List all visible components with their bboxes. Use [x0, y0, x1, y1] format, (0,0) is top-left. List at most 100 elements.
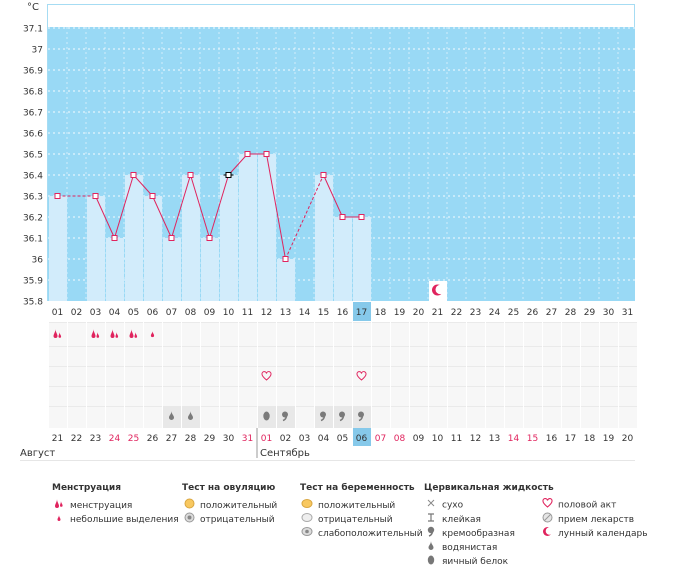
day-label[interactable]: 03 — [90, 308, 101, 318]
temperature-bar[interactable] — [144, 196, 162, 301]
day-label[interactable]: 04 — [109, 308, 121, 318]
temperature-point[interactable] — [111, 235, 118, 241]
cycle-day-label[interactable]: 17 — [565, 434, 576, 444]
temperature-point[interactable] — [168, 235, 175, 241]
temperature-bar[interactable] — [334, 217, 352, 301]
cycle-day-label[interactable]: 08 — [394, 434, 406, 444]
temperature-bar[interactable] — [353, 217, 371, 301]
cycle-day-label[interactable]: 26 — [147, 434, 159, 444]
temperature-bar[interactable] — [258, 154, 276, 301]
day-label[interactable]: 31 — [622, 308, 633, 318]
cycle-day-label[interactable]: 19 — [603, 434, 615, 444]
day-label[interactable]: 28 — [565, 308, 577, 318]
cycle-day-labels[interactable]: 21 22 23 24 25 26 27 28 29 30 31 01 02 03 04 05 06 07 08 09… — [52, 428, 634, 446]
temperature-point[interactable] — [339, 214, 346, 220]
cycle-day-label[interactable]: 05 — [337, 434, 348, 444]
cycle-day-label[interactable]: 23 — [90, 434, 101, 444]
day-label[interactable]: 01 — [52, 308, 63, 318]
temperature-point[interactable] — [358, 214, 365, 220]
temperature-point[interactable] — [92, 193, 99, 199]
temperature-point[interactable] — [149, 193, 156, 199]
cycle-day-label[interactable]: 07 — [375, 434, 386, 444]
pregnancy-positive-icon — [300, 498, 314, 514]
temperature-point[interactable] — [225, 172, 232, 178]
day-label[interactable]: 27 — [546, 308, 557, 318]
cycle-day-label[interactable]: 11 — [451, 434, 462, 444]
cycle-day-label[interactable]: 18 — [584, 434, 596, 444]
temperature-bar[interactable] — [220, 175, 238, 301]
cycle-day-label[interactable]: 03 — [299, 434, 310, 444]
cycle-day-label[interactable]: 28 — [185, 434, 197, 444]
cycle-day-label[interactable]: 13 — [489, 434, 500, 444]
day-label[interactable]: 16 — [337, 308, 349, 318]
cycle-day-label[interactable]: 24 — [109, 434, 121, 444]
small-drop-icon — [150, 331, 155, 338]
temperature-line — [133, 174, 153, 197]
cycle-day-label[interactable]: 31 — [242, 434, 253, 444]
day-label[interactable]: 18 — [375, 308, 387, 318]
cycle-day-label[interactable]: 29 — [204, 434, 216, 444]
temperature-point[interactable] — [282, 256, 289, 262]
cycle-day-label[interactable]: 15 — [527, 434, 538, 444]
cycle-day-label[interactable]: 02 — [280, 434, 291, 444]
temperature-point[interactable] — [263, 151, 270, 157]
cycle-day-label[interactable]: 06 — [356, 434, 368, 444]
temperature-bar[interactable] — [315, 175, 333, 301]
cycle-day-label[interactable]: 27 — [166, 434, 177, 444]
cycle-day-label[interactable]: 14 — [508, 434, 520, 444]
day-label[interactable]: 12 — [261, 308, 272, 318]
day-label[interactable]: 09 — [204, 308, 216, 318]
day-label[interactable]: 17 — [356, 308, 367, 318]
day-label[interactable]: 15 — [318, 308, 329, 318]
day-labels[interactable]: 01 02 03 04 05 06 07 08 09 10 11 12 13 14 15 16 17 18 19 20… — [52, 302, 633, 321]
day-label[interactable]: 30 — [603, 308, 615, 318]
day-label[interactable]: 02 — [71, 308, 82, 318]
cycle-day-label[interactable]: 22 — [71, 434, 82, 444]
temperature-point[interactable] — [54, 193, 61, 199]
day-label[interactable]: 21 — [432, 308, 443, 318]
temperature-bar[interactable] — [49, 196, 67, 301]
cycle-day-label[interactable]: 16 — [546, 434, 558, 444]
day-label[interactable]: 20 — [413, 308, 425, 318]
day-label[interactable]: 29 — [584, 308, 596, 318]
cycle-day-label[interactable]: 21 — [52, 434, 63, 444]
temperature-points[interactable] — [54, 151, 365, 262]
day-label[interactable]: 22 — [451, 308, 462, 318]
cycle-day-label[interactable]: 25 — [128, 434, 139, 444]
temperature-bars[interactable] — [49, 154, 447, 301]
temperature-point[interactable] — [206, 235, 213, 241]
day-label[interactable]: 08 — [185, 308, 197, 318]
temperature-point[interactable] — [187, 172, 194, 178]
day-label[interactable]: 24 — [489, 308, 501, 318]
temperature-point[interactable] — [244, 151, 251, 157]
temperature-bar[interactable] — [87, 196, 105, 301]
temperature-bar[interactable] — [201, 238, 219, 301]
day-label[interactable]: 23 — [470, 308, 481, 318]
cycle-day-label[interactable]: 20 — [622, 434, 634, 444]
temperature-bar[interactable] — [182, 175, 200, 301]
temperature-bar[interactable] — [277, 259, 295, 301]
temperature-bar[interactable] — [239, 154, 257, 301]
day-label[interactable]: 05 — [128, 308, 139, 318]
cycle-day-label[interactable]: 12 — [470, 434, 481, 444]
temperature-point[interactable] — [320, 172, 327, 178]
temperature-bar[interactable] — [106, 238, 124, 301]
day-label[interactable]: 07 — [166, 308, 177, 318]
cycle-day-label[interactable]: 10 — [432, 434, 444, 444]
cycle-day-label[interactable]: 01 — [261, 434, 272, 444]
cycle-day-label[interactable]: 30 — [223, 434, 235, 444]
day-label[interactable]: 06 — [147, 308, 159, 318]
temperature-bar[interactable] — [163, 238, 181, 301]
cycle-day-label[interactable]: 04 — [318, 434, 330, 444]
temperature-bar[interactable] — [125, 175, 143, 301]
cycle-day-label[interactable]: 09 — [413, 434, 425, 444]
watery-drop-icon — [169, 411, 174, 420]
temperature-point[interactable] — [130, 172, 137, 178]
day-label[interactable]: 13 — [280, 308, 291, 318]
day-label[interactable]: 19 — [394, 308, 406, 318]
day-label[interactable]: 11 — [242, 308, 253, 318]
day-label[interactable]: 25 — [508, 308, 519, 318]
day-label[interactable]: 10 — [223, 308, 235, 318]
day-label[interactable]: 14 — [299, 308, 311, 318]
day-label[interactable]: 26 — [527, 308, 539, 318]
